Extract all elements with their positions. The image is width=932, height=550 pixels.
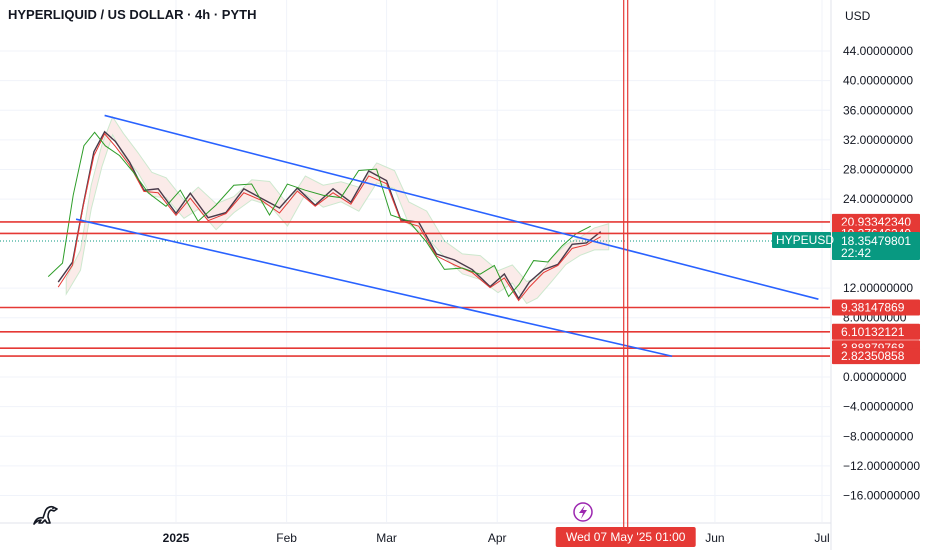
base-line	[57, 132, 601, 302]
price-axis[interactable]: 44.00000000 40.00000000 36.00000000 32.0000…	[772, 9, 920, 503]
time-tick-label: Feb	[276, 531, 297, 545]
price-tick-label: 40.00000000	[843, 74, 913, 88]
time-tick-label: Mar	[376, 531, 397, 545]
plot-area[interactable]	[47, 115, 610, 305]
lightning-bolt	[579, 505, 587, 519]
time-axis[interactable]: 2025 Feb Mar Apr Jun Jul Wed 07 May '25 01:00	[163, 527, 830, 547]
marker-time-badge[interactable]	[555, 527, 696, 547]
trendline	[75, 218, 673, 358]
time-tick-label: Jun	[705, 531, 724, 545]
price-tick-label: 36.00000000	[843, 103, 913, 117]
symbol-badge[interactable]	[772, 232, 831, 249]
dinosaur-logo-icon	[33, 505, 58, 525]
time-tick-label: 2025	[163, 531, 190, 545]
bar-countdown-label: 22:42	[841, 246, 871, 260]
time-tick-label: Jul	[814, 531, 829, 545]
price-tick-label: −16.00000000	[843, 489, 920, 503]
price-tick-label: 28.00000000	[843, 163, 913, 177]
price-tick-label: −4.00000000	[843, 400, 914, 414]
price-tick-label: −8.00000000	[843, 429, 914, 443]
trendline	[104, 114, 819, 300]
price-tick-label: 32.00000000	[843, 133, 913, 147]
price-tick-label: 24.00000000	[843, 192, 913, 206]
level-badge-label: 6.10132121	[841, 325, 905, 339]
price-line	[57, 130, 602, 300]
level-badge-label: 2.82350858	[841, 349, 905, 363]
grid	[0, 0, 832, 550]
currency-label[interactable]: USD	[845, 9, 871, 23]
price-tick-label: 0.00000000	[843, 370, 907, 384]
lagging-span-line	[47, 131, 591, 298]
lightning-event-icon[interactable]	[573, 502, 593, 522]
price-tick-label: 44.00000000	[843, 44, 913, 58]
level-badge-label: 9.38147869	[841, 300, 905, 314]
symbol-title: HYPERLIQUID / US DOLLAR · 4h · PYTH	[8, 7, 257, 22]
time-tick-label: Apr	[488, 531, 507, 545]
ichimoku-cloud	[65, 115, 610, 305]
price-tick-label: 12.00000000	[843, 281, 913, 295]
marker-time-label: Wed 07 May '25 01:00	[566, 530, 686, 544]
level-badge[interactable]	[832, 348, 920, 365]
level-badge[interactable]	[832, 323, 920, 340]
price-tick-label: −12.00000000	[843, 459, 920, 473]
overlays	[0, 0, 830, 530]
current-price-badge[interactable]	[832, 232, 920, 261]
current-price-label: 18.35479801	[841, 234, 911, 248]
symbol-badge-label: HYPEUSD	[776, 233, 834, 247]
level-badge-label: 20.93342340	[841, 215, 911, 229]
level-badge[interactable]	[832, 299, 920, 316]
